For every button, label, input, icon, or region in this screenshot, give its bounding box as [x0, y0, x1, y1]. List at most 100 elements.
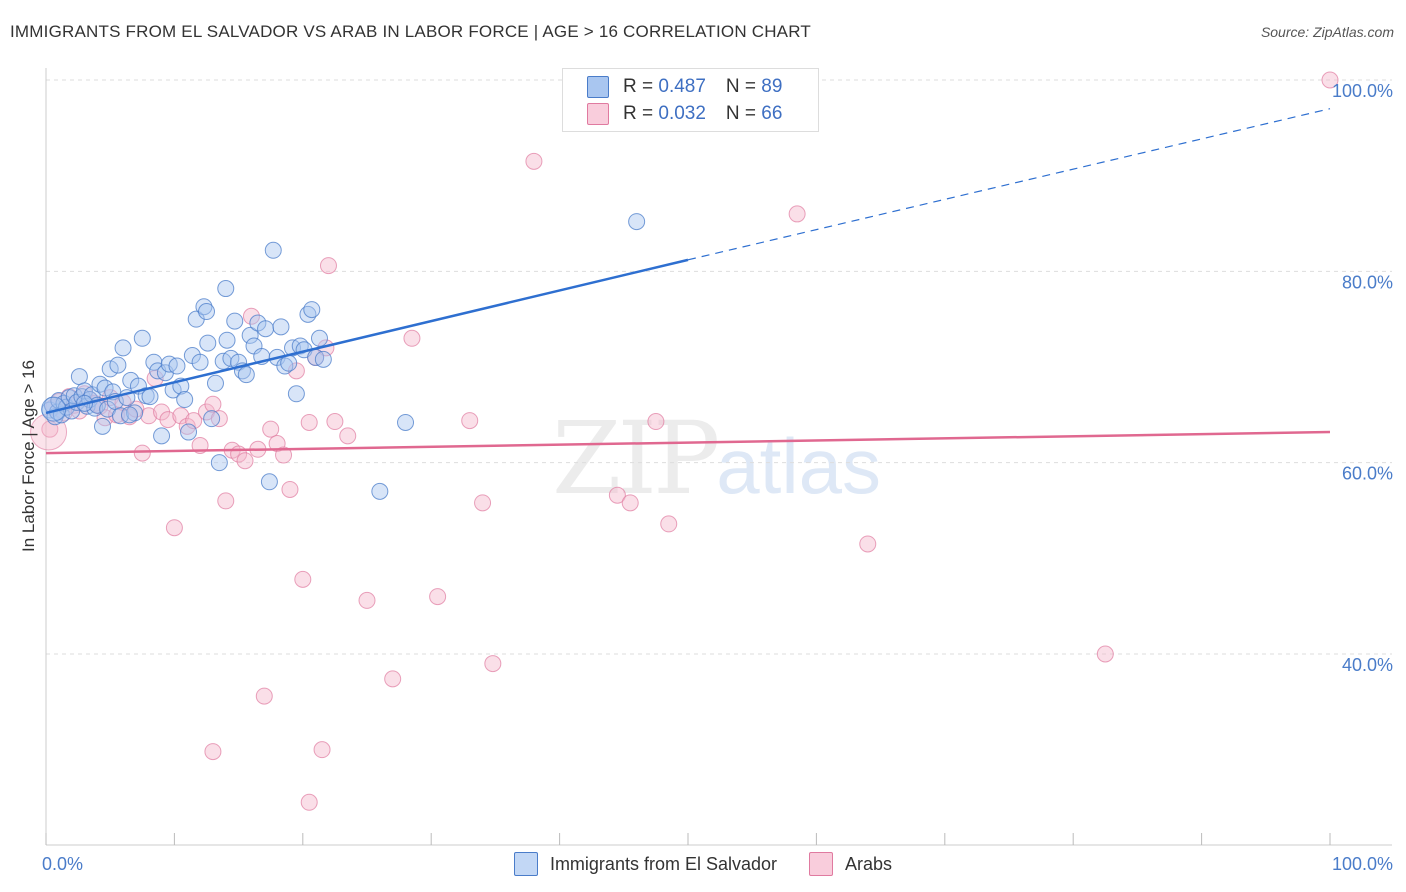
arabs-point	[172, 407, 190, 425]
legend-swatch-blue	[587, 76, 609, 98]
el-salvador-point	[310, 329, 328, 347]
el-salvador-point	[176, 391, 194, 409]
el-salvador-trend-line	[45, 258, 689, 415]
series-legend-arabs: Arabs	[809, 852, 892, 876]
stats-legend: R = 0.487 N = 89 R = 0.032 N = 66	[562, 68, 819, 132]
arabs-point	[608, 486, 626, 504]
watermark-atlas: atlas	[716, 422, 882, 510]
el-salvador-point	[70, 368, 88, 386]
el-salvador-point	[260, 473, 278, 491]
y-tick-label: 60.0%	[1342, 464, 1393, 484]
el-salvador-point	[314, 350, 332, 368]
arabs-point	[178, 417, 196, 435]
arabs-point	[281, 480, 299, 498]
el-salvador-point	[257, 320, 275, 338]
chart-source: Source: ZipAtlas.com	[1260, 24, 1394, 40]
arabs-point	[1321, 71, 1339, 89]
el-salvador-point	[287, 385, 305, 403]
el-salvador-point	[226, 312, 244, 330]
arabs-point	[484, 655, 502, 673]
arabs-point	[236, 452, 254, 470]
el-salvador-point	[272, 318, 290, 336]
el-salvador-point	[199, 334, 217, 352]
arabs-point	[275, 446, 293, 464]
el-salvador-point	[237, 366, 255, 384]
el-salvador-point	[195, 298, 213, 316]
tick-labels: 40.0% 60.0% 80.0% 100.0% 0.0% 100.0% In Labor …	[19, 81, 1393, 874]
el-salvador-point	[96, 379, 114, 397]
el-salvador-point	[191, 353, 209, 371]
y-tick-label: 40.0%	[1342, 655, 1393, 675]
arabs-point	[165, 519, 183, 537]
el-salvador-point	[141, 388, 159, 406]
arabs-point	[403, 329, 421, 347]
arabs-point	[358, 591, 376, 609]
series-legend-el-salvador: Immigrants from El Salvador	[513, 852, 778, 876]
el-salvador-point	[168, 357, 186, 375]
legend-r-label: R =	[623, 76, 659, 97]
el-salvador-point	[218, 331, 236, 349]
el-salvador-point	[206, 374, 224, 392]
arabs-point	[859, 535, 877, 553]
arabs-point	[159, 411, 177, 429]
arabs-point	[326, 413, 344, 431]
el-salvador-point	[397, 413, 415, 431]
el-salvador-point	[93, 417, 111, 435]
el-salvador-points	[41, 213, 646, 500]
series-legend: Immigrants from El Salvador Arabs	[0, 852, 1406, 876]
series-swatch-blue	[513, 852, 538, 876]
el-salvador-point	[180, 423, 198, 441]
series-swatch-pink	[809, 852, 834, 876]
arabs-point	[41, 420, 59, 438]
arabs-point	[660, 515, 678, 533]
arabs-point	[217, 492, 235, 510]
arabs-point	[647, 413, 665, 431]
legend-n-label: N =	[725, 103, 762, 124]
arabs-point	[474, 494, 492, 512]
y-tick-label: 80.0%	[1342, 272, 1393, 292]
arabs-point	[133, 444, 151, 462]
el-salvador-point	[203, 410, 221, 428]
el-salvador-point	[241, 326, 259, 344]
arabs-point	[339, 427, 357, 445]
legend-n-label: N =	[725, 76, 762, 97]
trend-lines	[45, 108, 1331, 455]
legend-row-arabs: R = 0.032 N = 66	[563, 101, 782, 127]
el-salvador-point	[303, 301, 321, 319]
series-legend-label: Arabs	[845, 853, 893, 874]
arabs-point	[300, 793, 318, 811]
arabs-point	[204, 395, 222, 413]
y-axis-label: In Labor Force | Age > 16	[19, 360, 38, 552]
arabs-point	[525, 152, 543, 170]
series-legend-label: Immigrants from El Salvador	[549, 853, 778, 874]
el-salvador-point	[109, 356, 127, 374]
arabs-point	[300, 413, 318, 431]
legend-n-value: 66	[761, 103, 783, 124]
legend-swatch-pink	[587, 103, 609, 125]
legend-row-el-salvador: R = 0.487 N = 89	[563, 74, 782, 100]
el-salvador-point	[210, 454, 228, 472]
el-salvador-point	[217, 280, 235, 298]
y-tick-label: 100.0%	[1332, 81, 1393, 101]
axis-layer	[45, 68, 1392, 846]
el-salvador-point	[101, 360, 119, 378]
el-salvador-point	[264, 241, 282, 259]
x-tick-label: 100.0%	[1332, 854, 1393, 874]
legend-r-value: 0.487	[658, 76, 706, 97]
el-salvador-point	[628, 213, 646, 231]
el-salvador-point	[120, 406, 138, 424]
arabs-point	[788, 205, 806, 223]
arabs-point	[140, 407, 158, 425]
arabs-point	[204, 743, 222, 761]
legend-n-value: 89	[761, 76, 783, 97]
arabs-point	[255, 687, 273, 705]
x-tick-label: 0.0%	[42, 854, 83, 874]
arabs-point	[461, 412, 479, 430]
el-salvador-trend-extension	[687, 108, 1331, 261]
el-salvador-point	[114, 339, 132, 357]
el-salvador-point	[198, 303, 215, 321]
el-salvador-point	[153, 427, 171, 445]
legend-r-label: R =	[623, 103, 659, 124]
arabs-point	[384, 670, 402, 688]
el-salvador-point	[111, 407, 129, 425]
